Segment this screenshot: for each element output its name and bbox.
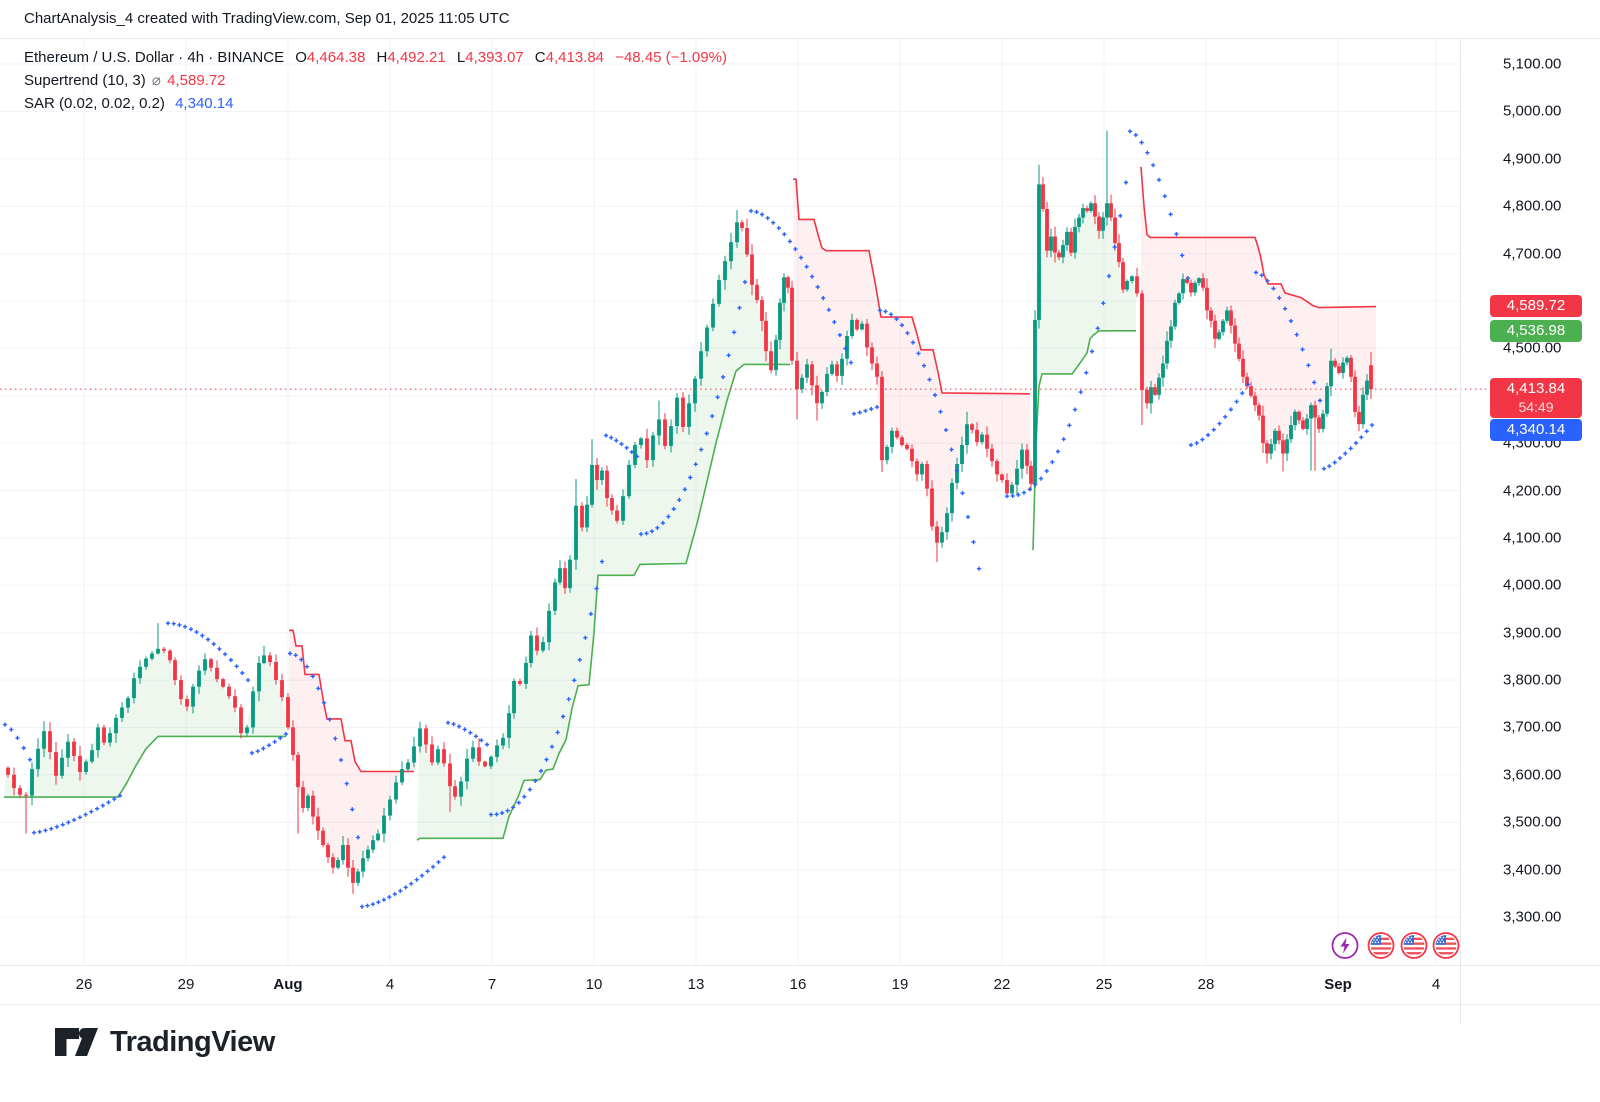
price-axis-label: 3,600.00 <box>1503 766 1562 784</box>
supertrend-value: 4,589.72 <box>167 72 226 89</box>
candle-countdown: 54:49 <box>1518 399 1554 416</box>
price-axis-label: 4,000.00 <box>1503 576 1562 594</box>
current-price-badge: 4,413.84 54:49 <box>1490 378 1582 419</box>
low-label: L <box>456 49 466 66</box>
high-value: 4,492.21 <box>387 49 446 66</box>
price-axis-label: 4,800.00 <box>1503 197 1562 215</box>
time-axis-label: 16 <box>789 976 807 993</box>
tradingview-logo-text: TradingView <box>110 1025 275 1058</box>
symbol-title: Ethereum / U.S. Dollar · 4h · BINANCE <box>24 49 285 66</box>
chart-legend: Ethereum / U.S. Dollar · 4h · BINANCE O4… <box>24 47 727 116</box>
time-axis-label: 7 <box>487 976 497 993</box>
time-axis-bottom-border <box>0 1004 1600 1005</box>
time-axis-label: Sep <box>1324 976 1352 993</box>
close-label: C <box>534 49 546 66</box>
time-axis-separator <box>0 965 1600 966</box>
price-axis-label: 3,900.00 <box>1503 624 1562 642</box>
time-axis-label: 28 <box>1197 976 1215 993</box>
sar-value-badge: 4,340.14 <box>1490 419 1582 442</box>
header-divider <box>0 38 1600 39</box>
tradingview-logo[interactable]: TradingView <box>54 1022 275 1062</box>
price-axis-label: 5,000.00 <box>1503 102 1562 120</box>
price-axis-label: 3,700.00 <box>1503 718 1562 736</box>
us-flag-event-icon[interactable] <box>1400 932 1428 965</box>
close-value: 4,413.84 <box>545 49 605 66</box>
high-label: H <box>376 49 388 66</box>
economic-event-lightning-icon[interactable] <box>1331 932 1359 965</box>
legend-supertrend-row[interactable]: Supertrend (10, 3) ⌀ 4,589.72 <box>24 70 727 92</box>
price-axis-separator <box>1460 39 1461 1023</box>
tradingview-logo-icon <box>55 1028 98 1056</box>
time-axis-label: 26 <box>75 976 93 993</box>
price-axis-label: 4,900.00 <box>1503 150 1562 168</box>
time-axis-label: 4 <box>1431 976 1441 993</box>
page-title: ChartAnalysis_4 created with TradingView… <box>24 10 510 27</box>
time-axis-label: 29 <box>177 976 195 993</box>
legend-symbol-row[interactable]: Ethereum / U.S. Dollar · 4h · BINANCE O4… <box>24 47 727 69</box>
supertrend-label: Supertrend (10, 3) <box>24 72 146 89</box>
price-axis-label: 3,500.00 <box>1503 813 1562 831</box>
sar-value: 4,340.14 <box>175 95 234 112</box>
time-axis-label: 25 <box>1095 976 1113 993</box>
us-flag-event-icon[interactable] <box>1367 932 1395 965</box>
time-axis-label: 13 <box>687 976 705 993</box>
low-value: 4,393.07 <box>465 49 524 66</box>
price-axis-label: 5,100.00 <box>1503 55 1562 73</box>
supertrend-down-value-badge: 4,589.72 <box>1490 294 1582 317</box>
price-axis-label: 3,300.00 <box>1503 908 1562 926</box>
price-axis-label: 4,100.00 <box>1503 529 1562 547</box>
price-axis-label: 3,400.00 <box>1503 861 1562 879</box>
legend-sar-row[interactable]: SAR (0.02, 0.02, 0.2) 4,340.14 <box>24 93 727 115</box>
average-symbol-icon: ⌀ <box>151 72 161 89</box>
sar-label: SAR (0.02, 0.02, 0.2) <box>24 95 165 112</box>
us-flag-event-icon[interactable] <box>1432 932 1460 965</box>
price-axis-label: 4,200.00 <box>1503 482 1562 499</box>
time-axis-label: 4 <box>385 976 395 993</box>
time-axis-label: 10 <box>585 976 603 993</box>
time-axis-label: Aug <box>273 976 303 993</box>
change-value: −48.45 (−1.09%) <box>615 49 727 66</box>
price-axis-label: 4,700.00 <box>1503 245 1562 263</box>
open-label: O <box>295 49 307 66</box>
open-value: 4,464.38 <box>306 49 366 66</box>
price-axis-label: 4,500.00 <box>1503 339 1562 357</box>
time-axis-label: 19 <box>891 976 909 993</box>
time-axis-label: 22 <box>993 976 1011 993</box>
supertrend-up-value-badge: 4,536.98 <box>1490 319 1582 342</box>
price-axis-label: 3,800.00 <box>1503 671 1562 689</box>
